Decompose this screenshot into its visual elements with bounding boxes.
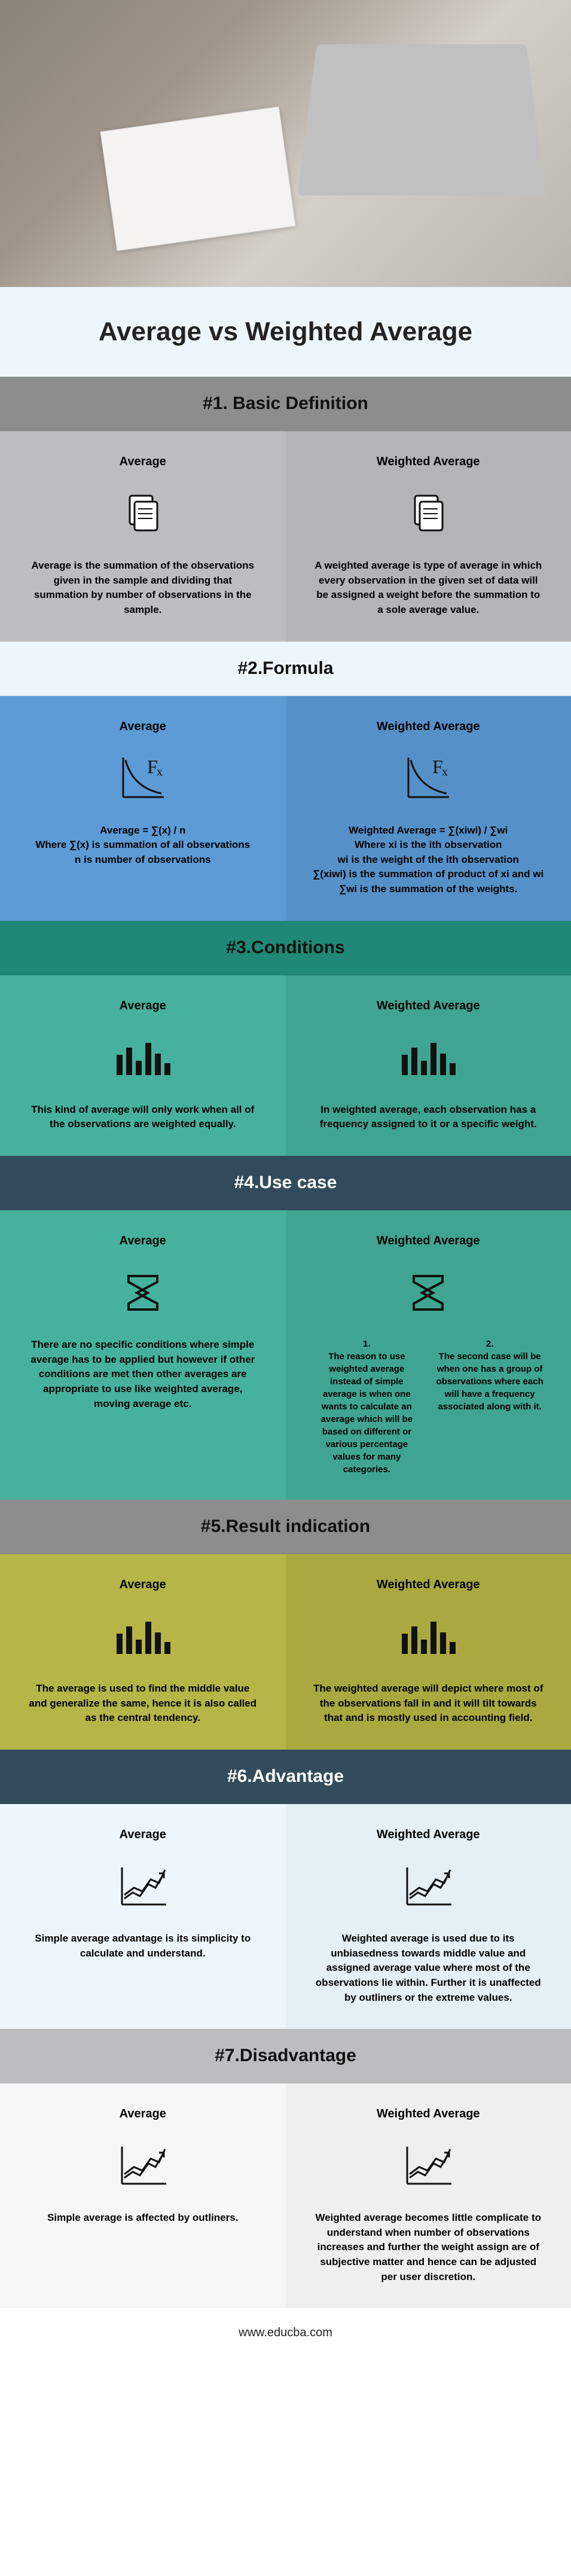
right-label: Weighted Average: [313, 999, 545, 1013]
bars-icon: [27, 1610, 259, 1664]
right-label: Weighted Average: [313, 1234, 545, 1248]
section-header-5: #5.Result indication: [0, 1500, 571, 1554]
section-row-3: Average This kind of average will only wo…: [0, 975, 571, 1156]
svg-text:x: x: [442, 765, 448, 779]
left-label: Average: [27, 1578, 259, 1592]
sigma-icon: [27, 1266, 259, 1320]
section-row-5: Average The average is used to find the m…: [0, 1554, 571, 1750]
trend-icon: [27, 2139, 259, 2193]
trend-icon: [27, 1860, 259, 1913]
right-body: Weighted average is used due to its unbi…: [313, 1931, 545, 2005]
right-col-2: Weighted Average Fx Weighted Average = ∑(x…: [286, 696, 571, 921]
section-header-7: #7.Disadvantage: [0, 2029, 571, 2083]
right-col-7: Weighted Average Weighted average becomes…: [286, 2083, 571, 2308]
bars-icon: [313, 1031, 545, 1085]
section-row-6: Average Simple average advantage is its s…: [0, 1804, 571, 2029]
right-body: The weighted average will depict where m…: [313, 1681, 545, 1726]
fx-icon: Fx: [27, 752, 259, 805]
left-label: Average: [27, 2107, 259, 2121]
left-col-7: Average Simple average is affected by out…: [0, 2083, 286, 2308]
bars-icon: [27, 1031, 259, 1085]
right-body: In weighted average, each observation ha…: [313, 1103, 545, 1132]
left-col-3: Average This kind of average will only wo…: [0, 975, 286, 1156]
docs-icon: [27, 487, 259, 541]
section-header-6: #6.Advantage: [0, 1750, 571, 1804]
left-body: There are no specific conditions where s…: [27, 1338, 259, 1411]
left-body: The average is used to find the middle v…: [27, 1681, 259, 1726]
right-sub-1: 1.The reason to use weighted average ins…: [313, 1338, 422, 1476]
left-label: Average: [27, 1828, 259, 1842]
fx-icon: Fx: [313, 752, 545, 805]
section-row-7: Average Simple average is affected by out…: [0, 2083, 571, 2308]
right-body: A weighted average is type of average in…: [313, 558, 545, 618]
right-label: Weighted Average: [313, 1828, 545, 1842]
right-body: Weighted average becomes little complica…: [313, 2211, 545, 2284]
left-body: Average = ∑(x) / nWhere ∑(x) is summatio…: [27, 823, 259, 868]
right-col-3: Weighted Average In weighted average, eac…: [286, 975, 571, 1156]
left-body: Simple average is affected by outliners.: [27, 2211, 259, 2226]
right-label: Weighted Average: [313, 1578, 545, 1592]
left-col-2: Average Fx Average = ∑(x) / nWhere ∑(x) is…: [0, 696, 286, 921]
right-body-split: 1.The reason to use weighted average ins…: [313, 1338, 545, 1476]
left-body: Average is the summation of the observat…: [27, 558, 259, 618]
right-label: Weighted Average: [313, 455, 545, 469]
trend-icon: [313, 2139, 545, 2193]
footer-url: www.educba.com: [239, 2326, 332, 2339]
left-col-4: Average There are no specific conditions …: [0, 1210, 286, 1500]
left-label: Average: [27, 1234, 259, 1248]
left-col-5: Average The average is used to find the m…: [0, 1554, 286, 1750]
page-title: Average vs Weighted Average: [12, 317, 559, 347]
docs-icon: [313, 487, 545, 541]
right-sub-2: 2.The second case will be when one has a…: [435, 1338, 544, 1476]
left-col-1: Average Average is the summation of the o…: [0, 431, 286, 642]
trend-icon: [313, 1860, 545, 1913]
svg-text:x: x: [157, 765, 163, 779]
section-header-3: #3.Conditions: [0, 921, 571, 975]
footer: www.educba.com: [0, 2308, 571, 2358]
right-col-1: Weighted Average A weighted average is ty…: [286, 431, 571, 642]
right-col-4: Weighted Average 1.The reason to use weig…: [286, 1210, 571, 1500]
left-label: Average: [27, 999, 259, 1013]
left-body: This kind of average will only work when…: [27, 1103, 259, 1132]
section-header-4: #4.Use case: [0, 1156, 571, 1210]
left-label: Average: [27, 455, 259, 469]
right-label: Weighted Average: [313, 2107, 545, 2121]
right-col-6: Weighted Average Weighted average is used…: [286, 1804, 571, 2029]
hero-image: [0, 0, 571, 287]
bars-icon: [313, 1610, 545, 1664]
right-col-5: Weighted Average The weighted average wil…: [286, 1554, 571, 1750]
section-row-4: Average There are no specific conditions …: [0, 1210, 571, 1500]
left-label: Average: [27, 720, 259, 734]
right-body: Weighted Average = ∑(xiwi) / ∑wiWhere xi…: [313, 823, 545, 897]
sigma-icon: [313, 1266, 545, 1320]
section-header-1: #1. Basic Definition: [0, 377, 571, 431]
section-row-1: Average Average is the summation of the o…: [0, 431, 571, 642]
section-header-2: #2.Formula: [0, 642, 571, 696]
right-label: Weighted Average: [313, 720, 545, 734]
section-row-2: Average Fx Average = ∑(x) / nWhere ∑(x) is…: [0, 696, 571, 921]
left-col-6: Average Simple average advantage is its s…: [0, 1804, 286, 2029]
title-band: Average vs Weighted Average: [0, 287, 571, 377]
left-body: Simple average advantage is its simplici…: [27, 1931, 259, 1961]
